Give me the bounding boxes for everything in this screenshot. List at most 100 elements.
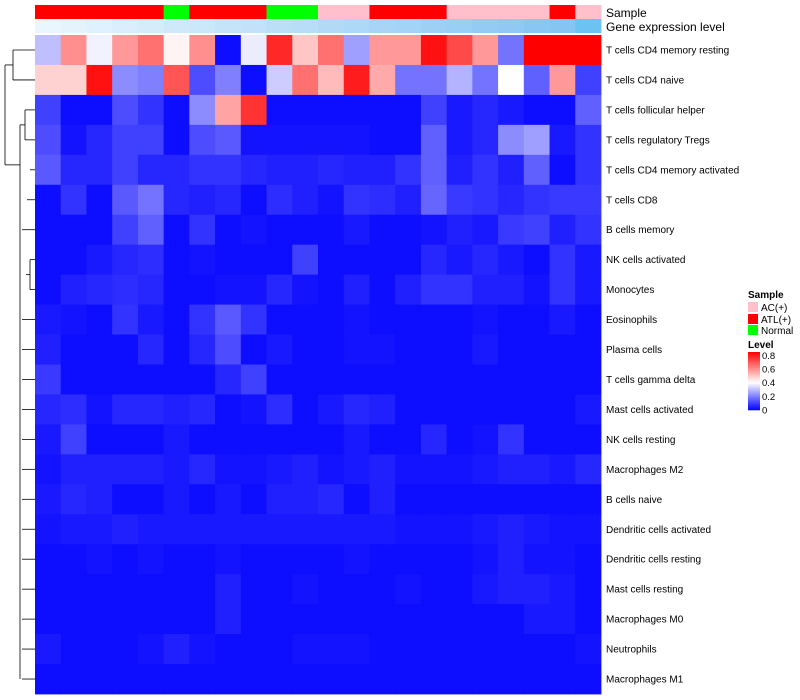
heatmap-cell	[343, 544, 370, 575]
heatmap-cell	[112, 244, 139, 276]
heatmap-cell	[498, 394, 525, 425]
heatmap-cell	[60, 124, 87, 156]
heatmap-cell	[86, 244, 113, 276]
heatmap-cell	[523, 454, 550, 485]
heatmap-cell	[189, 664, 216, 695]
heatmap-cell	[60, 304, 87, 335]
heatmap-cell	[189, 574, 216, 605]
heatmap-cell	[575, 664, 602, 695]
heatmap-cell	[575, 274, 602, 305]
heatmap-cell	[472, 664, 499, 695]
heatmap-cell	[112, 484, 139, 515]
heatmap-cell	[137, 394, 165, 425]
colorbar-segment	[748, 365, 760, 367]
heatmap-cell	[215, 214, 242, 246]
heatmap-cell	[549, 364, 576, 395]
row-label: T cells gamma delta	[606, 375, 696, 386]
heatmap-cell	[189, 394, 216, 425]
colorbar-segment	[748, 389, 760, 392]
legend-label-normal: Normal	[761, 326, 793, 337]
heatmap-cell	[112, 424, 139, 455]
heatmap-cell	[137, 184, 165, 216]
heatmap-cell	[549, 424, 576, 455]
heatmap-cell	[189, 154, 216, 186]
heatmap-cell	[240, 184, 267, 216]
sample-legend: Sample AC(+) ATL(+) Normal	[748, 290, 793, 337]
heatmap-cell	[112, 304, 139, 335]
heatmap-cell	[498, 604, 525, 635]
heatmap-cell	[35, 664, 62, 695]
legend-label-ac: AC(+)	[761, 303, 787, 314]
heatmap-cell	[35, 274, 62, 305]
heatmap-cell	[163, 124, 190, 156]
colorbar-segment	[748, 366, 760, 369]
expression-annotation-label: Gene expression level	[606, 20, 725, 34]
heatmap-cell	[240, 124, 267, 156]
heatmap-cell	[549, 574, 576, 605]
heatmap-cell	[163, 454, 190, 485]
heatmap-cell	[292, 35, 319, 66]
heatmap-cell	[472, 364, 499, 395]
heatmap-cell	[395, 424, 422, 455]
heatmap-cell	[395, 394, 422, 425]
heatmap-cell	[112, 94, 139, 126]
heatmap-cell	[343, 94, 370, 126]
colorbar-segment	[748, 354, 760, 357]
heatmap-cell	[318, 364, 345, 395]
heatmap-cell	[86, 35, 113, 66]
heatmap-cell	[395, 214, 422, 246]
level-tick-label: 0.6	[762, 365, 775, 376]
heatmap-cell	[318, 394, 345, 425]
heatmap-cell	[523, 154, 550, 186]
heatmap-cell	[137, 364, 165, 395]
heatmap-cell	[523, 124, 550, 156]
heatmap-cell	[60, 364, 87, 395]
sample-annotation-bar	[35, 5, 602, 19]
colorbar-segment	[748, 382, 760, 385]
heatmap-cell	[137, 424, 165, 455]
heatmap-cell	[189, 634, 216, 665]
heatmap-cell	[318, 184, 345, 216]
heatmap-cell	[292, 364, 319, 395]
heatmap-cell	[163, 214, 190, 246]
heatmap-cell	[86, 484, 113, 515]
colorbar-segment	[748, 357, 760, 360]
colorbar-segment	[748, 379, 760, 382]
colorbar-segment	[748, 398, 760, 401]
heatmap-cell	[575, 634, 602, 665]
heatmap-cell	[112, 154, 139, 186]
heatmap-cell	[498, 64, 525, 96]
heatmap-cell	[369, 514, 396, 545]
heatmap-cell	[240, 154, 267, 186]
heatmap-cell	[137, 124, 165, 156]
heatmap-cell	[369, 664, 396, 695]
heatmap-cell	[523, 604, 550, 635]
heatmap-cell	[215, 664, 242, 695]
heatmap-cell	[498, 514, 525, 545]
colorbar-segment	[748, 407, 760, 409]
heatmap-cell	[472, 484, 499, 515]
colorbar-segment	[748, 383, 760, 386]
colorbar-segment	[748, 373, 760, 376]
heatmap-cell	[420, 634, 448, 665]
heatmap-cell	[189, 124, 216, 156]
heatmap-cell	[369, 184, 396, 216]
colorbar-segment	[748, 369, 760, 372]
level-tick-label: 0.8	[762, 351, 775, 362]
heatmap-cell	[35, 184, 62, 216]
colorbar-segment	[748, 404, 760, 406]
heatmap-cell	[446, 124, 473, 156]
heatmap-cell	[498, 94, 525, 126]
heatmap-cell	[446, 304, 473, 335]
heatmap-cell	[292, 214, 319, 246]
heatmap-cell	[137, 664, 165, 695]
heatmap-cell	[35, 64, 62, 96]
heatmap-cell	[86, 454, 113, 485]
heatmap-cell	[395, 334, 422, 365]
heatmap-cell	[86, 184, 113, 216]
heatmap-cell	[240, 514, 267, 545]
heatmap-cell	[395, 364, 422, 395]
heatmap-cell	[189, 274, 216, 305]
heatmap-cell	[395, 514, 422, 545]
heatmap-cell	[472, 604, 499, 635]
